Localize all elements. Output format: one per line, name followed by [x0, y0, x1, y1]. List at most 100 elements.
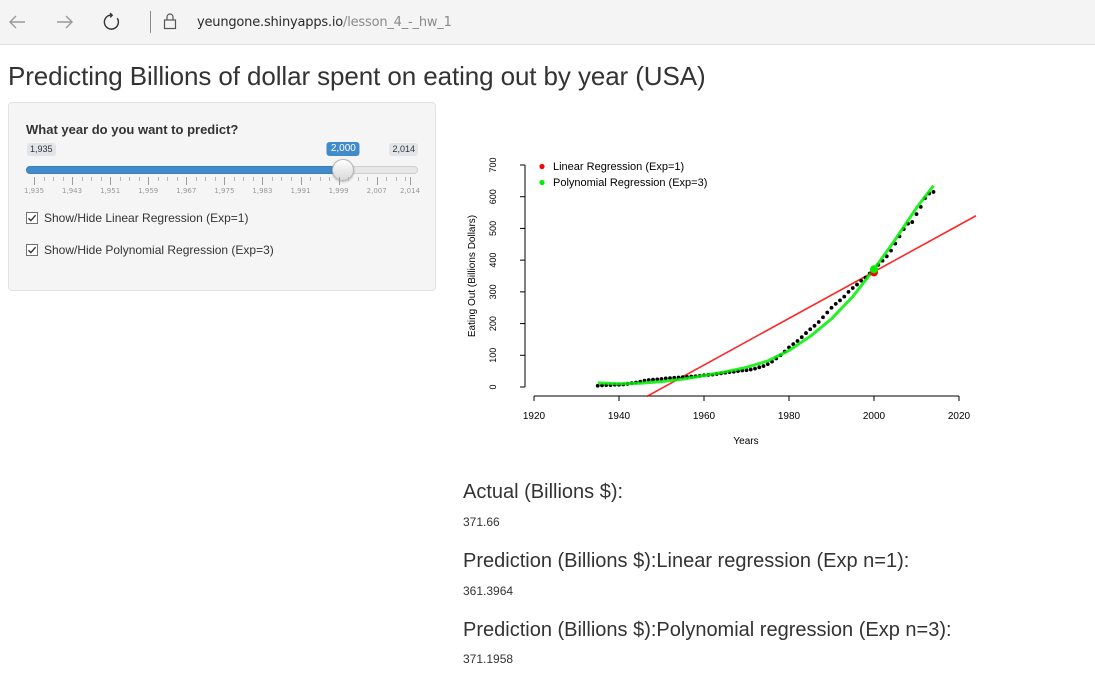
plot-svg: 1920 1940 1960 1980 2000 2020 0 100 200 300 400 500… [467, 157, 977, 447]
x-tick-label: 2020 [948, 411, 971, 422]
forward-arrow-icon[interactable] [52, 9, 78, 35]
linear-prediction-value: 361.3964 [463, 584, 514, 598]
slider-minor-tick [176, 177, 178, 181]
checkbox-label: Show/Hide Polynomial Regression (Exp=3) [44, 243, 274, 257]
slider-tick [224, 177, 226, 185]
slider-tick-label: 1,999 [328, 187, 349, 195]
data-point [833, 302, 838, 306]
checkbox-box[interactable] [26, 244, 38, 256]
slider-tick-label: 2,014 [399, 187, 421, 195]
slider-minor-tick [53, 177, 55, 181]
data-point [825, 310, 830, 315]
slider-minor-tick [243, 177, 245, 181]
slider-minor-tick [138, 177, 140, 181]
y-tick-label: 0 [488, 384, 498, 389]
slider-minor-tick [119, 177, 121, 181]
slider-minor-tick [395, 177, 397, 181]
data-point [884, 254, 889, 259]
data-point [859, 278, 864, 283]
back-arrow-icon[interactable] [4, 9, 30, 35]
polynomial-prediction-value: 371.1958 [463, 652, 514, 666]
slider-current-value: 2,000 [326, 142, 360, 156]
legend-label: Linear Regression (Exp=1) [553, 161, 684, 173]
slider-minor-tick [129, 177, 131, 181]
x-tick-label: 1920 [523, 411, 546, 422]
data-point [804, 331, 808, 335]
data-point [655, 377, 660, 382]
slider-minor-tick [43, 177, 45, 181]
data-point [651, 377, 655, 382]
data-point [838, 298, 842, 303]
data-point [821, 315, 825, 320]
address-bar[interactable]: yeungone.shinyapps.io/lesson_4_-_hw_1 [197, 15, 452, 30]
sidebar-panel: What year do you want to predict? 1,935 … [8, 102, 436, 291]
x-tick-label: 1960 [693, 411, 716, 422]
slider-fill [26, 166, 344, 174]
legend-marker [539, 179, 545, 186]
linear-prediction-heading: Prediction (Billions $):Linear regressio… [463, 550, 910, 572]
y-tick-label: 500 [488, 221, 498, 236]
data-point [799, 335, 804, 340]
data-point [850, 286, 855, 290]
data-point [812, 323, 817, 328]
slider-tick-label: 1,983 [252, 187, 273, 195]
x-tick-label: 1980 [778, 411, 801, 422]
slider-minor-tick [271, 177, 273, 181]
slider-max-label: 2,014 [389, 143, 418, 156]
slider-tick [300, 177, 302, 185]
x-tick-label: 2000 [863, 411, 886, 422]
legend-marker [539, 163, 545, 170]
y-tick-label: 200 [488, 316, 498, 331]
y-axis-label: Eating Out (Billions Dollars) [467, 215, 478, 337]
url-host: yeungone.shinyapps.io [197, 15, 344, 30]
checkbox-label: Show/Hide Linear Regression (Exp=1) [44, 211, 249, 225]
slider-minor-tick [310, 177, 312, 181]
slider-min-label: 1,935 [27, 143, 56, 156]
data-point [855, 282, 859, 287]
refresh-icon[interactable] [99, 9, 125, 35]
data-point [931, 190, 936, 194]
slider-label: What year do you want to predict? [26, 122, 239, 137]
slider-minor-tick [367, 177, 369, 181]
prediction-point [870, 265, 878, 274]
linear-regression-checkbox[interactable]: Show/Hide Linear Regression (Exp=1) [26, 211, 248, 225]
data-point [748, 367, 753, 372]
actual-value: 371.66 [463, 515, 500, 529]
legend-label: Polynomial Regression (Exp=3) [553, 177, 707, 189]
data-point [753, 366, 757, 371]
slider-minor-tick [81, 177, 83, 181]
slider-handle[interactable] [332, 159, 355, 181]
slider-tick [148, 177, 150, 185]
slider-tick [338, 177, 340, 185]
checkmark-icon [28, 214, 37, 222]
data-point [761, 364, 766, 368]
y-tick-label: 100 [488, 348, 498, 363]
slider-minor-tick [348, 177, 350, 181]
checkbox-box[interactable] [26, 212, 38, 224]
slider-minor-tick [100, 177, 102, 181]
browser-toolbar: yeungone.shinyapps.io/lesson_4_-_hw_1 [0, 0, 1095, 45]
x-axis-label: Years [733, 436, 758, 447]
slider-minor-tick [233, 177, 235, 181]
actual-heading: Actual (Billions $): [463, 481, 624, 503]
data-point [914, 212, 919, 217]
lock-icon [163, 12, 177, 35]
data-point [744, 368, 749, 373]
data-point [829, 305, 834, 310]
slider-minor-tick [281, 177, 283, 181]
slider-minor-tick [62, 177, 64, 181]
y-tick-label: 400 [488, 253, 498, 268]
year-slider[interactable]: 1,935 2,014 2,000 1,935 1,943 1,951 1,959 1,… [23, 142, 421, 198]
polynomial-prediction-heading: Prediction (Billions $):Polynomial regre… [463, 619, 952, 641]
data-point [846, 289, 851, 294]
y-tick-label: 300 [488, 284, 498, 299]
y-tick-label: 700 [488, 157, 498, 172]
slider-minor-tick [291, 177, 292, 181]
polynomial-regression-checkbox[interactable]: Show/Hide Polynomial Regression (Exp=3) [26, 243, 274, 257]
regression-plot: 1920 1940 1960 1980 2000 2020 0 100 200 300 400 500… [462, 140, 997, 460]
slider-grid: 1,935 1,943 1,951 1,959 1,967 1,975 1,983 1,991… [23, 177, 421, 197]
slider-tick-label: 1,935 [23, 187, 45, 195]
data-point [842, 294, 847, 299]
slider-tick [262, 177, 264, 185]
data-point [910, 220, 915, 224]
